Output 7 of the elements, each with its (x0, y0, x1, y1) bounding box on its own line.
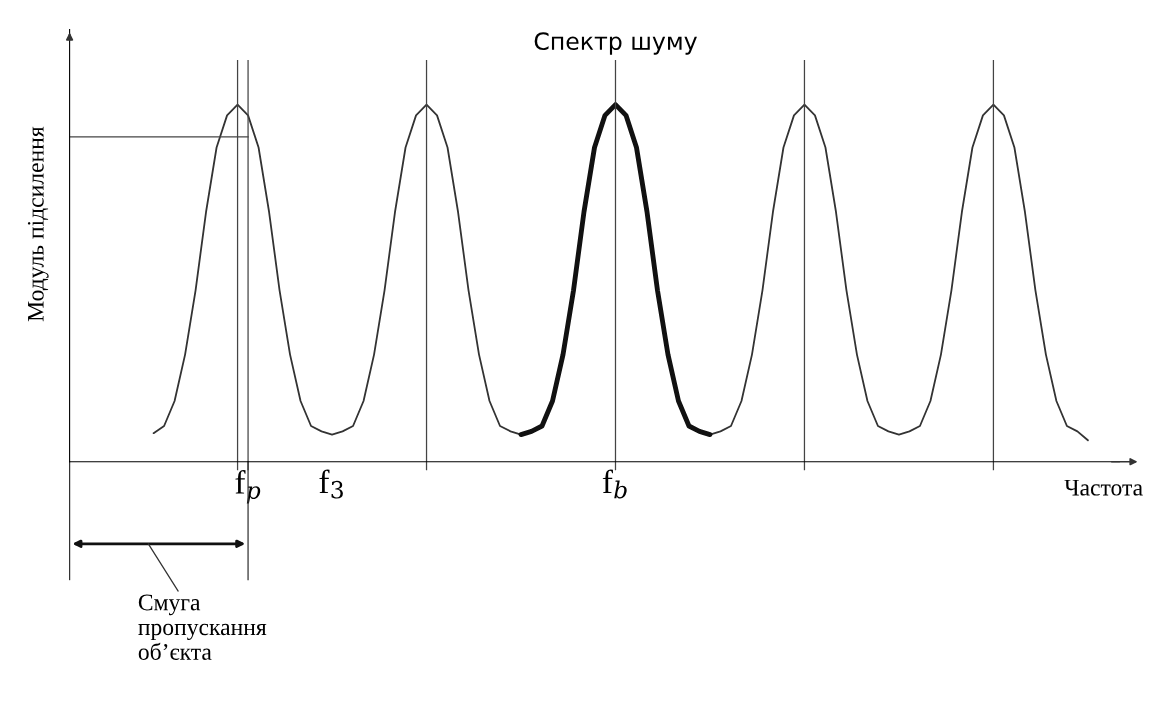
x-tick-label: f$_{p}$ (235, 470, 261, 504)
text: Спектр шуму (534, 32, 697, 55)
x-tick-label: f$_{3}$ (319, 469, 343, 499)
x-tick-label: f$_{b}$ (602, 469, 627, 499)
y-axis-title: Модуль підсилення (27, 126, 49, 322)
text: Смуга пропускання об’єкта (138, 594, 267, 660)
x-axis-title: Частота (1064, 479, 1143, 496)
